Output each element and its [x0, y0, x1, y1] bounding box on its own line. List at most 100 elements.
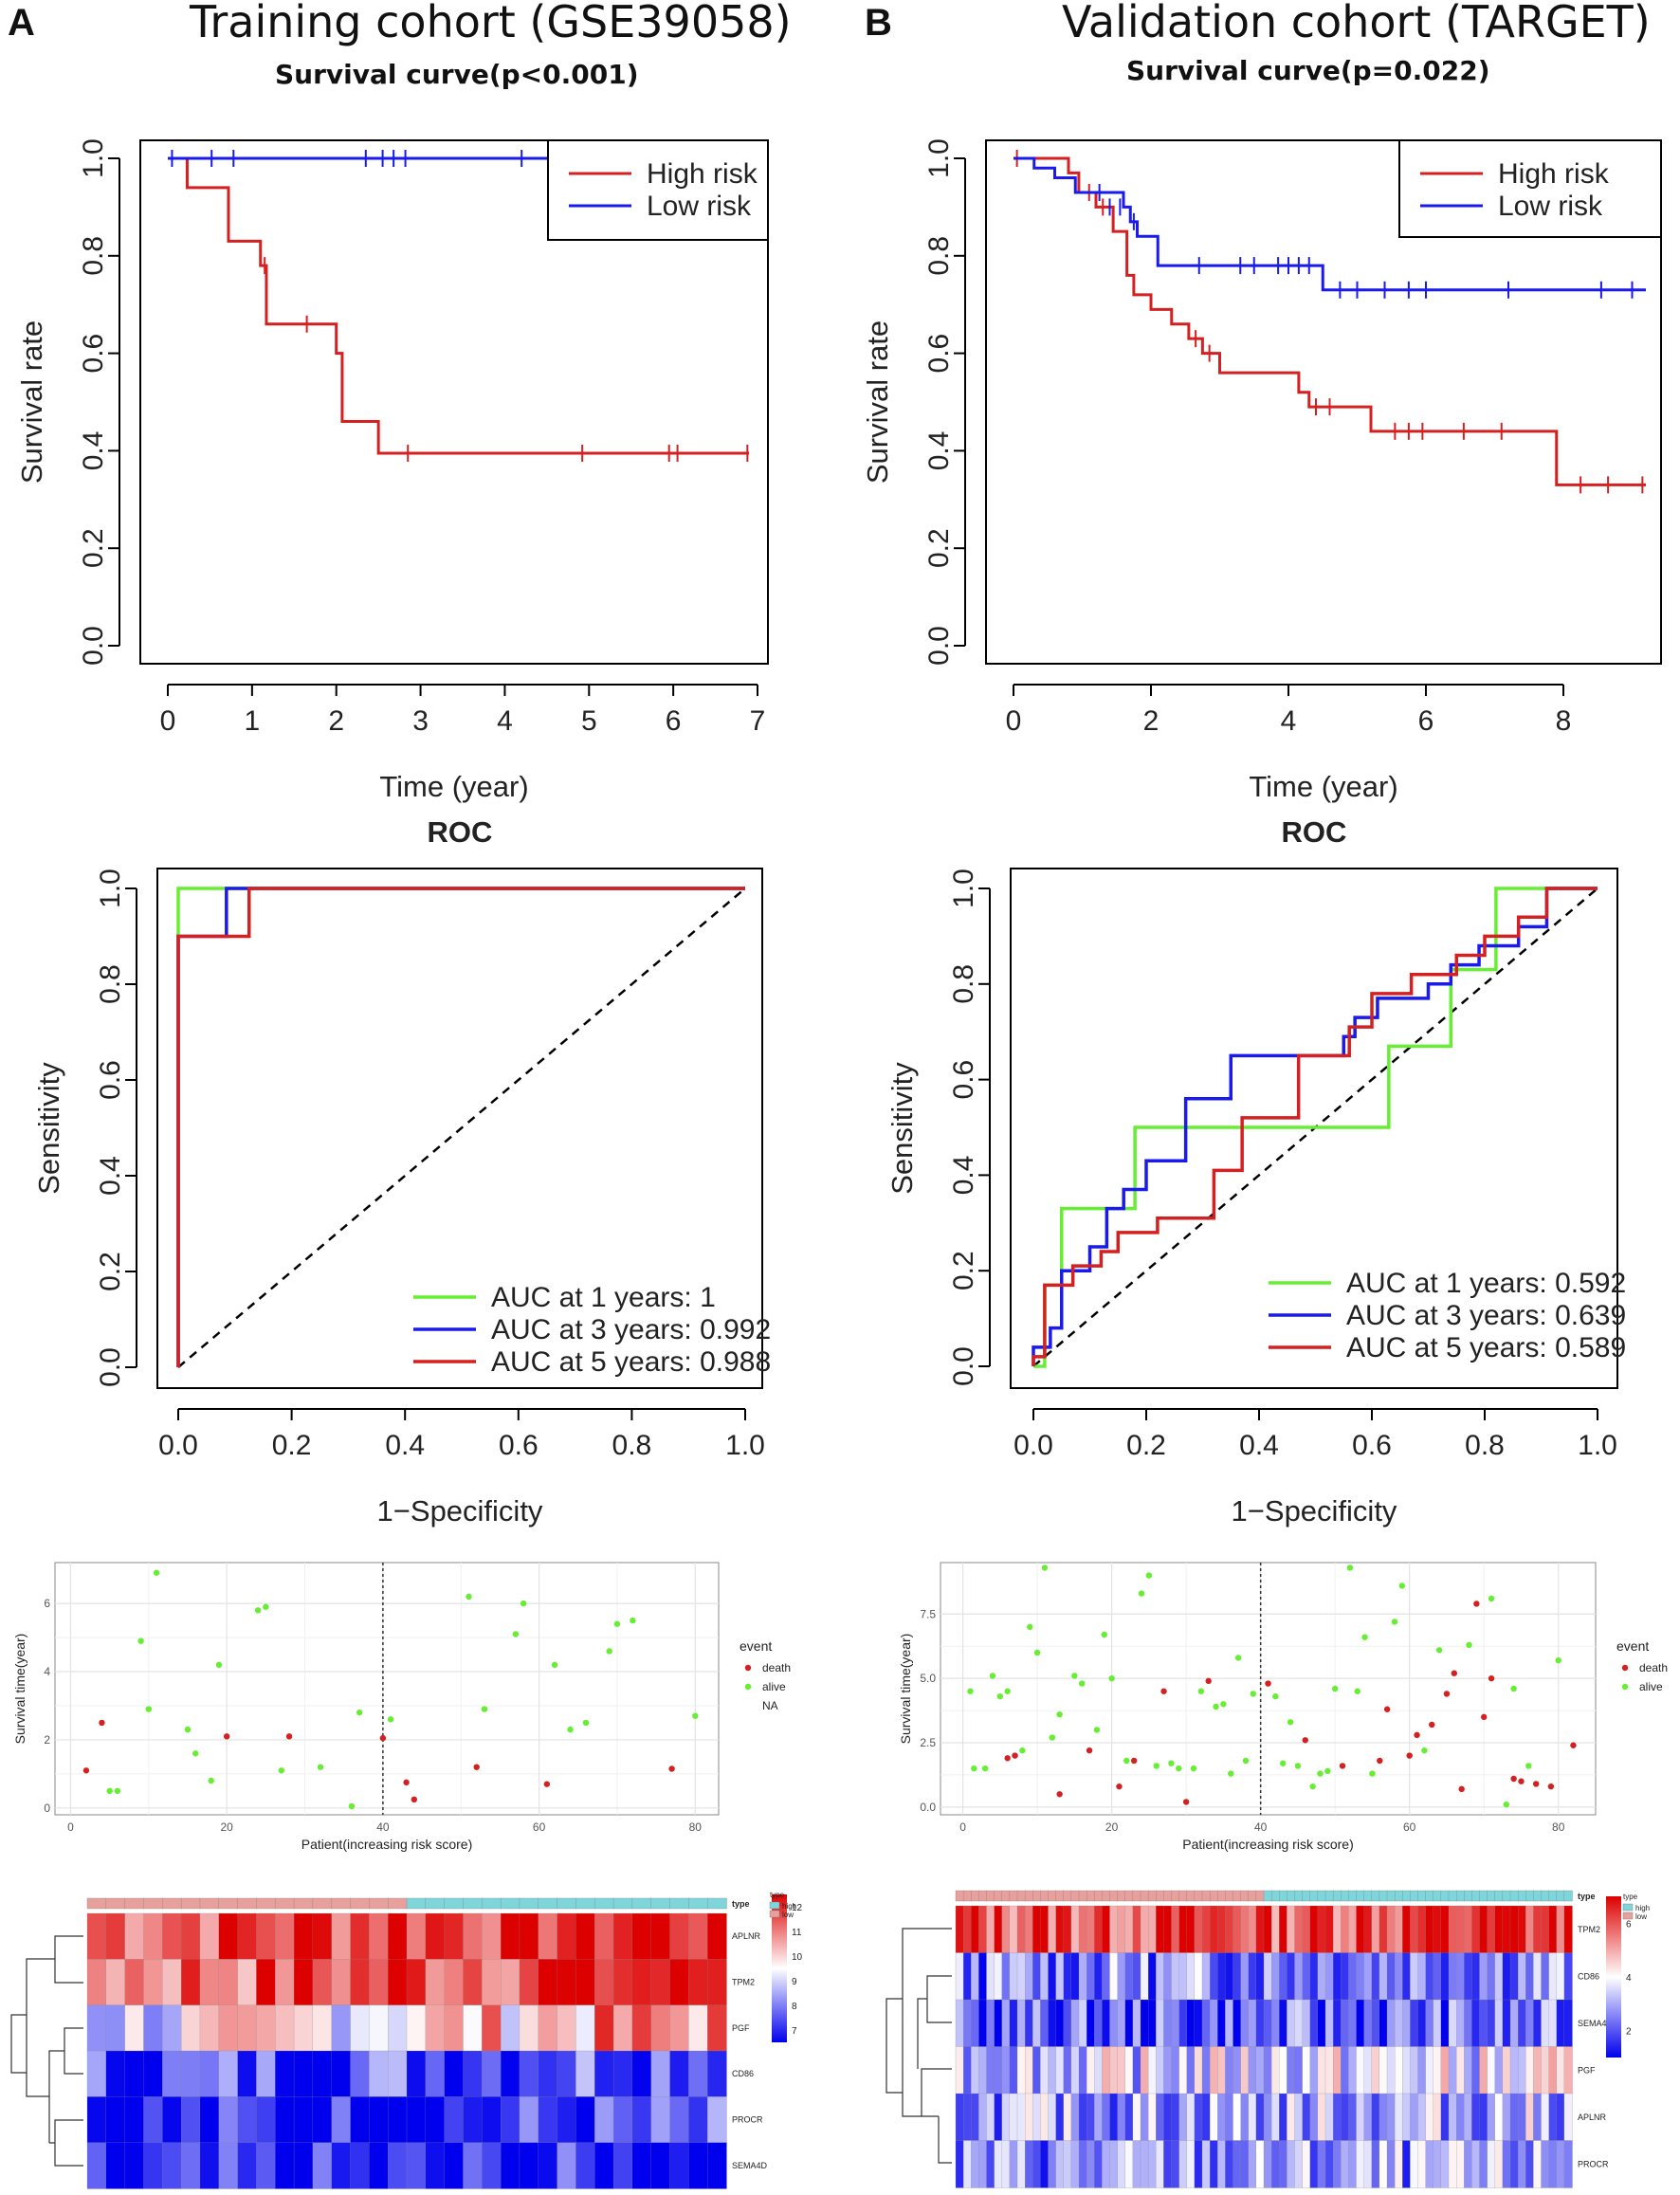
- a-scatter-legend-key: [744, 1664, 752, 1672]
- b-heat-heat-cell: [1156, 1905, 1164, 1954]
- b-heat-heat-cell: [1294, 2093, 1304, 2142]
- b-heat-heat-cell: [1025, 1952, 1033, 2001]
- b-heat-type-annotation-cell: [1024, 1890, 1033, 1902]
- b-heat-heat-cell: [1379, 1952, 1388, 2001]
- b-heat-heat-cell: [1201, 1905, 1211, 1954]
- b-heat-heat-cell: [1410, 1905, 1419, 1954]
- a-heat-heat-cell: [86, 2142, 107, 2189]
- b-heat-heat-cell: [986, 2093, 995, 2142]
- a-heat-heat-cell: [406, 2004, 427, 2052]
- b-heat-type-annotation-cell: [1541, 1890, 1550, 1902]
- b-scatter-death-point: [1086, 1747, 1093, 1754]
- b-heat-heat-cell: [1124, 2140, 1134, 2188]
- b-heat-heat-cell: [1140, 1952, 1149, 2001]
- b-km-y-tick-label: 0.2: [923, 528, 955, 568]
- b-roc-x-tick-label: 0.2: [1126, 1430, 1166, 1461]
- b-scatter-death-point: [1377, 1757, 1383, 1765]
- a-heat-heat-cell: [218, 2142, 239, 2189]
- a-roc-x-axis-label: 1−Specificity: [377, 1494, 543, 1527]
- b-heat-heat-cell: [963, 1952, 972, 2001]
- b-heat-heat-cell: [1078, 1905, 1087, 1954]
- b-scatter-alive-point: [1280, 1760, 1287, 1766]
- b-heat-heat-cell: [1102, 2140, 1111, 2188]
- b-heat-heat-cell: [1009, 2140, 1018, 2188]
- b-scatter-death-point: [1406, 1752, 1413, 1759]
- b-heat-heat-cell: [1124, 1952, 1134, 2001]
- a-heat-heat-cell: [199, 2050, 220, 2097]
- a-scatter-alive-point: [263, 1603, 269, 1610]
- b-roc-x-tick-label: 0.4: [1239, 1430, 1279, 1461]
- a-heat-heat-cell: [482, 1912, 502, 1960]
- a-heat-heat-cell: [650, 2004, 671, 2052]
- b-heat-heat-cell: [1194, 2093, 1203, 2142]
- a-heat-heat-cell: [557, 1959, 577, 2006]
- b-heat-type-annotation-cell: [1156, 1890, 1165, 1902]
- b-heat-heat-cell: [1016, 2140, 1026, 2188]
- a-roc-x-tick-label: 0.0: [158, 1430, 198, 1461]
- a-heat-heat-cell: [105, 2004, 126, 2052]
- a-heat-heat-cell: [237, 1959, 258, 2006]
- b-heat-heat-cell: [1279, 1905, 1287, 1954]
- b-heat-heat-cell: [1356, 1952, 1365, 2001]
- b-heat-heat-cell: [1287, 2140, 1296, 2188]
- b-heat-type-annotation-cell: [1063, 1890, 1072, 1902]
- b-heat-heat-cell: [1324, 2046, 1334, 2094]
- a-heat-heat-cell: [124, 2142, 145, 2189]
- b-heat-heat-cell: [1317, 2046, 1326, 2094]
- a-heat-heat-cell: [237, 2050, 258, 2097]
- b-km-y-tick-label: 0.4: [923, 431, 955, 471]
- b-heat-type-annotation-cell: [1140, 1890, 1149, 1902]
- b-heat-heat-cell: [1048, 2140, 1057, 2188]
- b-heat-heat-cell: [1448, 1905, 1457, 1954]
- a-heat-heat-cell: [350, 2004, 370, 2052]
- b-heat-heat-cell: [1417, 1905, 1427, 1954]
- b-heat-heat-cell: [1533, 2046, 1543, 2094]
- b-heat-row-label: TPM2: [1578, 1925, 1600, 1934]
- b-scatter-alive-point: [1033, 1649, 1041, 1656]
- b-heat-heat-cell: [1225, 2140, 1234, 2188]
- b-heat-heat-cell: [1194, 2140, 1203, 2188]
- a-heat-heat-cell: [519, 1912, 539, 1960]
- b-scatter-alive-point: [1027, 1623, 1033, 1631]
- a-roc-y-tick-label: 0.0: [95, 1347, 126, 1387]
- b-heat-heat-cell: [971, 1952, 979, 2001]
- b-heat-heat-cell: [1479, 2093, 1488, 2142]
- a-heat-heat-cell: [575, 1912, 595, 1960]
- b-heat-type-annotation-cell: [1078, 1890, 1087, 1902]
- a-heat-heat-cell: [688, 2096, 708, 2144]
- b-heat-heat-cell: [1171, 2140, 1180, 2188]
- b-heat-type-annotation-cell: [1371, 1890, 1380, 1902]
- a-heat-heat-cell: [237, 2142, 258, 2189]
- a-heat-heat-cell: [406, 2096, 427, 2144]
- a-roc-roc-curve-3: [176, 887, 745, 1367]
- b-heat-heat-cell: [1186, 2093, 1196, 2142]
- b-heat-heat-cell: [1001, 2140, 1011, 2188]
- b-heat-heat-cell: [955, 2140, 964, 2188]
- b-heat-heat-cell: [1094, 1905, 1103, 1954]
- b-heat-heat-cell: [1433, 1952, 1442, 2001]
- b-scatter-death-point: [1012, 1752, 1018, 1759]
- a-heat-heat-cell: [669, 2050, 689, 2097]
- b-heat-heat-cell: [1078, 1952, 1087, 2001]
- b-heat-heat-cell: [978, 1999, 988, 2048]
- b-heat-heat-cell: [1248, 2093, 1257, 2142]
- a-scatter-alive-point: [106, 1787, 113, 1795]
- b-scatter-alive-point: [1197, 1688, 1205, 1694]
- b-scatter-y-tick-label: 5.0: [920, 1672, 936, 1685]
- b-km-y-axis-label: Survival rate: [861, 320, 894, 484]
- b-scatter-alive-point: [1503, 1801, 1509, 1808]
- a-heat-heat-cell: [688, 2004, 708, 2052]
- a-roc-y-axis-label: Sensitivity: [32, 1062, 65, 1195]
- b-heat-heat-cell: [1294, 2046, 1304, 2094]
- b-heat-heat-cell: [1240, 1952, 1250, 2001]
- a-heat-heat-cell: [463, 2004, 483, 2052]
- b-heat-heat-cell: [1132, 2140, 1141, 2188]
- b-heat-heat-cell: [1163, 1905, 1173, 1954]
- b-heat-heat-cell: [1087, 1905, 1095, 1954]
- b-heat-heat-cell: [1479, 1952, 1488, 2001]
- a-scatter-alive-point: [215, 1661, 223, 1669]
- a-scatter-alive-point: [145, 1706, 153, 1712]
- a-heat-heat-cell: [519, 2050, 539, 2097]
- b-heat-heat-cell: [1494, 1952, 1504, 2001]
- b-heat-heat-cell: [1178, 1952, 1188, 2001]
